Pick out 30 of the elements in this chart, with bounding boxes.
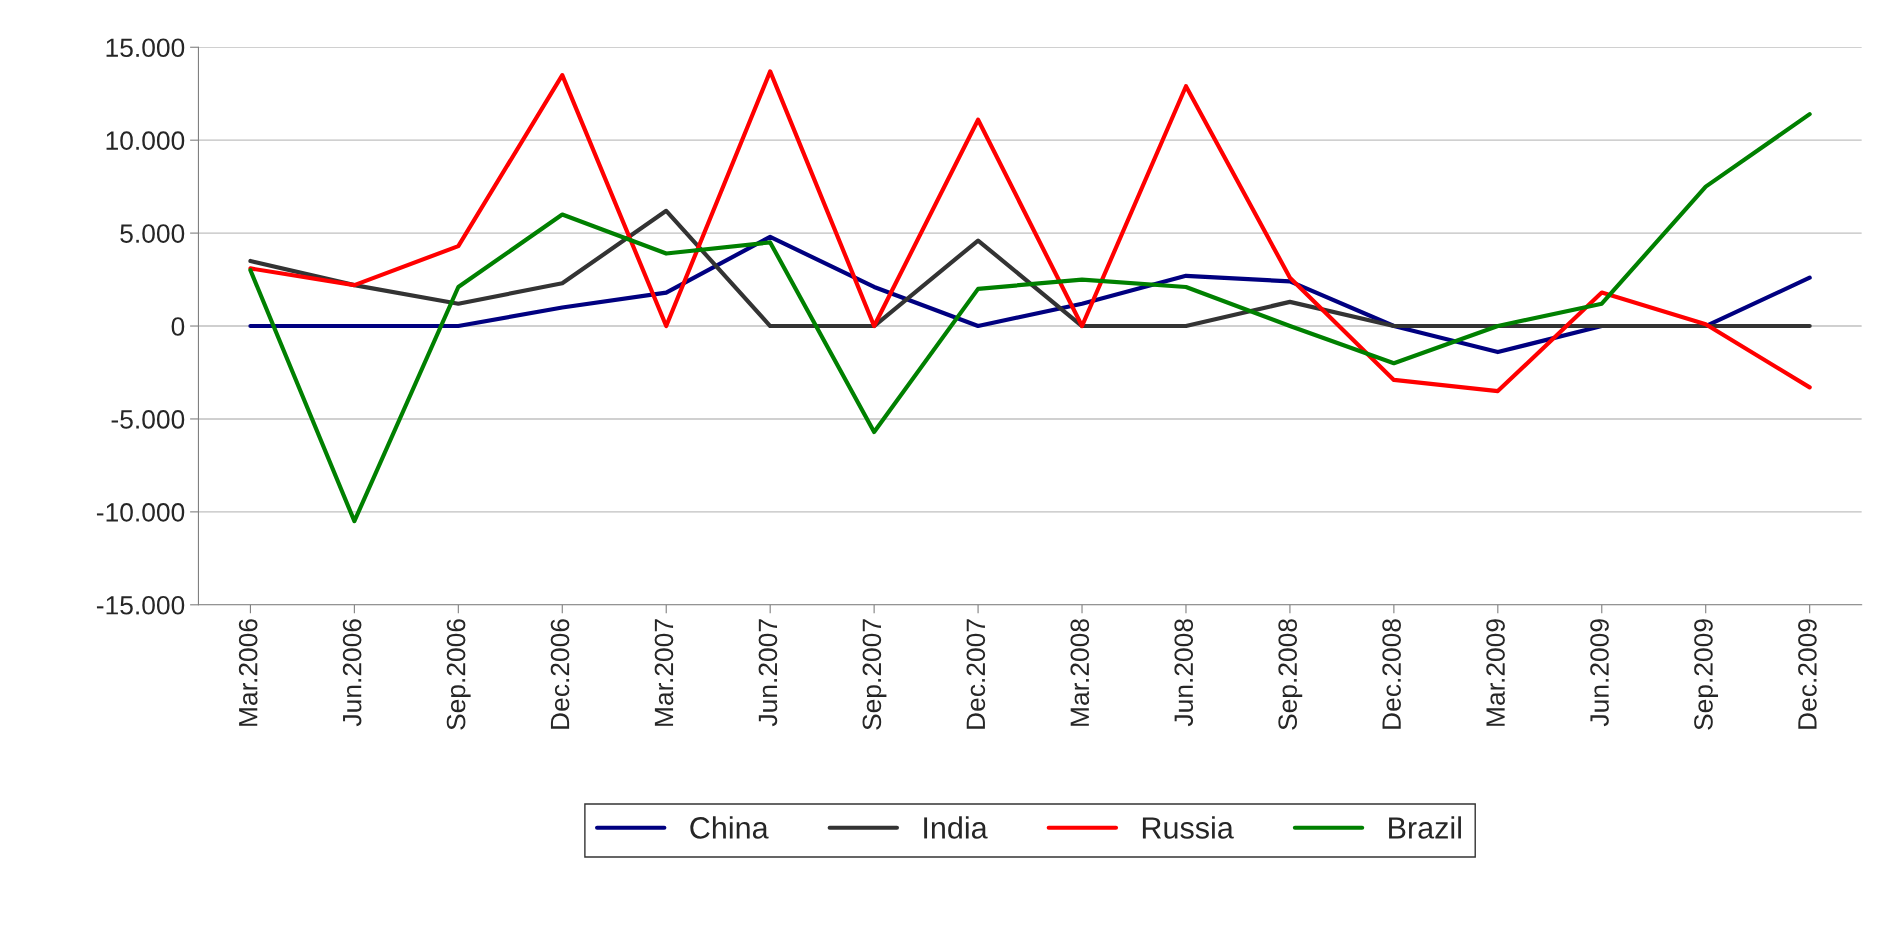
x-tick-label: Mar.2006 [238,619,258,726]
y-tick-label: 0 [171,317,185,336]
x-tick-label: Mar.2008 [1070,619,1090,726]
y-tick-label: -15.000 [96,595,185,615]
x-tick-label: Jun.2008 [1174,619,1194,727]
x-tick-label: Mar.2009 [1486,619,1505,726]
legend-label: India [924,816,988,839]
x-tick-label: Jun.2006 [342,619,362,727]
legend-label: Brazil [1389,816,1461,839]
x-tick-label: Dec.2006 [550,619,570,729]
y-tick-label: -5.000 [111,410,185,429]
x-tick-label: Sep.2008 [1278,619,1303,730]
x-tick-label: Sep.2007 [862,619,887,730]
x-tick-label: Sep.2009 [1694,619,1719,730]
y-tick-label: 10.000 [106,131,185,150]
legend-label: Russia [1142,816,1234,839]
x-tick-label: Dec.2009 [1798,619,1817,729]
y-tick-label: 5.000 [120,224,185,243]
line-series [248,69,1812,394]
y-tick-label: -10.000 [96,503,185,522]
line-series [248,208,1812,329]
y-tick-label: 15.000 [106,38,185,58]
x-tick-label: Jun.2007 [758,619,778,727]
legend-label: China [690,816,769,839]
x-tick-label: Mar.2007 [654,619,674,726]
x-tick-label: Dec.2007 [966,619,986,729]
x-tick-label: Dec.2008 [1382,619,1401,729]
x-tick-label: Sep.2006 [446,619,471,730]
x-tick-label: Jun.2009 [1590,619,1609,727]
line-series [248,112,1812,524]
